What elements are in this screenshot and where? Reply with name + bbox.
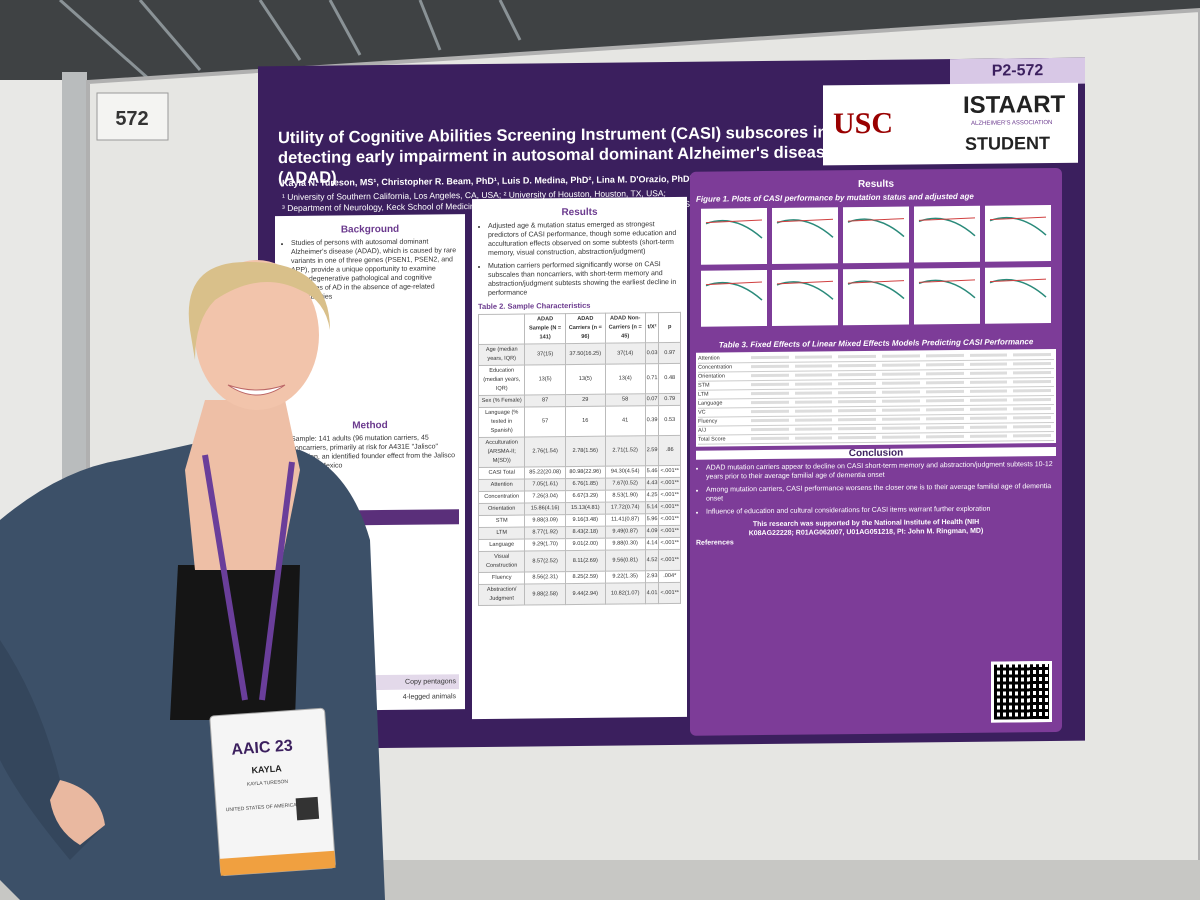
plot-line bbox=[705, 281, 763, 286]
poster: P2-572 Utility of Cognitive Abilities Sc… bbox=[258, 57, 1085, 750]
plot-line bbox=[847, 280, 905, 284]
hand bbox=[50, 780, 105, 845]
plot-line bbox=[918, 217, 976, 221]
neck bbox=[185, 400, 300, 570]
badge: AAIC 23 KAYLA KAYLA TURESON UNITED STATE… bbox=[209, 707, 336, 877]
results-panel: Results Figure 1. Plots of CASI performa… bbox=[690, 167, 1062, 736]
badge-full-name: KAYLA TURESON bbox=[247, 779, 289, 788]
plot-line bbox=[989, 278, 1047, 283]
plot-line bbox=[705, 219, 763, 224]
badge-qr bbox=[295, 796, 320, 821]
hair bbox=[188, 261, 330, 360]
skylight bbox=[59, 0, 522, 82]
lanyard bbox=[202, 454, 295, 701]
board-number-box bbox=[96, 92, 169, 141]
badge-card bbox=[209, 707, 336, 877]
plot-line bbox=[847, 218, 905, 222]
face bbox=[195, 260, 319, 410]
smile bbox=[227, 384, 286, 396]
figure-plots bbox=[701, 205, 1051, 327]
badge-name: KAYLA bbox=[251, 763, 282, 775]
plot-line bbox=[918, 279, 976, 283]
badge-event: AAIC 23 bbox=[231, 737, 293, 758]
badge-strip bbox=[219, 850, 336, 876]
board-number: 572 bbox=[115, 108, 148, 130]
badge-country: UNITED STATES OF AMERICA bbox=[226, 802, 298, 813]
plot-line bbox=[776, 280, 834, 285]
plot-line bbox=[776, 218, 834, 223]
plot-line bbox=[989, 216, 1047, 221]
